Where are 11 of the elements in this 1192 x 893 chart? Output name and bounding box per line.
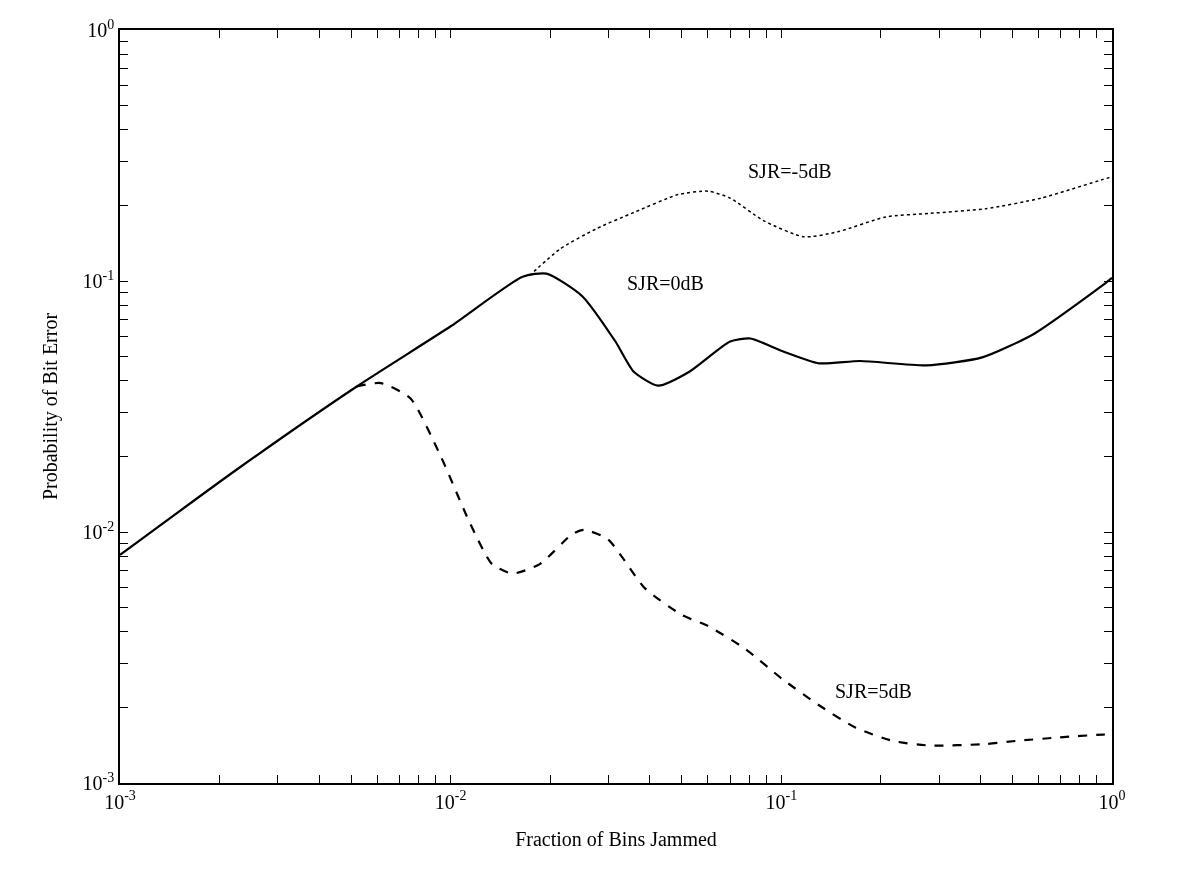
x-tick-label: 10$^{-2}$ [434, 788, 467, 813]
x-tick-label: 10$^{0}$ [1098, 788, 1126, 813]
series-label: SJR=5dB [835, 680, 912, 702]
y-tick-label: 10$^{-1}$ [82, 267, 115, 292]
x-axis-title: Fraction of Bins Jammed [515, 827, 717, 850]
y-axis-title: Probability of Bit Error [38, 312, 62, 501]
series-label: SJR=-5dB [748, 160, 832, 182]
y-tick-label: 10$^{0}$ [87, 16, 115, 41]
y-tick-label: 10$^{-2}$ [82, 518, 115, 543]
x-tick-label: 10$^{-1}$ [765, 788, 798, 813]
series-label: SJR=0dB [627, 272, 704, 294]
